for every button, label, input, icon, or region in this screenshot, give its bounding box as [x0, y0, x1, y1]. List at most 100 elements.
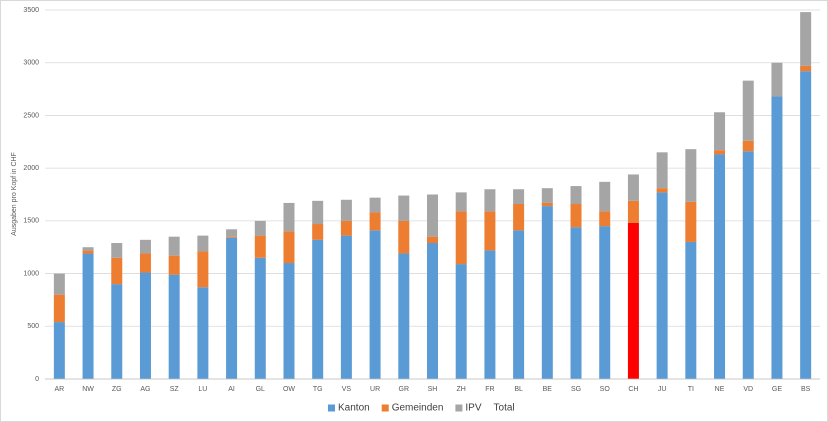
bar-segment — [484, 211, 496, 251]
bar-segment — [627, 222, 639, 379]
x-tick-label: CH — [628, 386, 638, 393]
y-tick-label: 0 — [35, 376, 39, 383]
x-tick-label: GL — [256, 386, 265, 393]
bar-segment — [254, 257, 266, 379]
bar-segment — [53, 322, 65, 379]
legend-label: Kanton — [338, 403, 370, 414]
bar-segment — [369, 212, 381, 231]
bar-segment — [570, 227, 582, 379]
x-tick-label: ZH — [457, 386, 466, 393]
bar-segment — [111, 242, 123, 258]
bar-segment — [800, 71, 812, 380]
bar-segment — [484, 189, 496, 212]
bar-segment — [197, 251, 209, 288]
x-tick-label: AI — [228, 386, 235, 393]
x-tick-label: NE — [715, 386, 725, 393]
x-tick-label: OW — [283, 386, 295, 393]
bar-segment — [685, 149, 697, 202]
y-tick-label: 3000 — [23, 60, 39, 67]
x-tick-label: TG — [313, 386, 323, 393]
bar-segment — [771, 62, 783, 97]
bar-segment — [800, 65, 812, 72]
bar-segment — [226, 236, 238, 238]
bar-segment — [656, 192, 668, 379]
bar-segment — [197, 235, 209, 252]
bar-segment — [53, 294, 65, 323]
bar-segment — [742, 80, 754, 141]
x-tick-label: VD — [743, 386, 753, 393]
bar-segment — [139, 239, 151, 254]
x-tick-label: AR — [54, 386, 64, 393]
x-tick-label: SG — [571, 386, 581, 393]
bar-segment — [398, 220, 410, 254]
bar-segment — [427, 242, 438, 379]
bar-segment — [541, 206, 553, 379]
legend-swatch — [455, 404, 463, 412]
x-tick-label: SZ — [170, 386, 180, 393]
x-tick-label: GE — [772, 386, 782, 393]
legend-swatch — [328, 404, 335, 412]
bar-segment — [312, 200, 324, 225]
x-tick-label: BS — [801, 386, 811, 393]
bar-segment — [455, 264, 467, 379]
bar-segment — [139, 253, 151, 273]
bar-segment — [800, 12, 812, 66]
bar-segment — [714, 112, 726, 151]
x-tick-label: TI — [688, 386, 694, 393]
bar-segment — [283, 263, 295, 379]
x-tick-label: LU — [198, 386, 207, 393]
bar-segment — [168, 255, 180, 275]
bar-segment — [541, 188, 553, 203]
bar-segment — [139, 272, 151, 379]
x-tick-label: FR — [485, 386, 494, 393]
bar-segment — [685, 201, 697, 242]
bar-segment — [82, 250, 94, 254]
legend-label: Gemeinden — [392, 403, 444, 414]
bar-segment — [340, 199, 352, 221]
bar-segment — [82, 247, 94, 251]
x-tick-label: BL — [514, 386, 523, 393]
bar-segment — [455, 192, 467, 212]
bar-segment — [427, 236, 438, 243]
bar-segment — [111, 257, 123, 285]
bar-segment — [484, 250, 496, 379]
bar-segment — [168, 274, 180, 379]
y-tick-label: 1500 — [23, 218, 39, 225]
legend-swatch — [381, 404, 389, 412]
y-tick-label: 500 — [27, 323, 39, 330]
x-tick-label: BE — [543, 386, 553, 393]
bar-segment — [82, 253, 94, 379]
bar-segment — [168, 236, 180, 256]
bar-segment — [599, 211, 611, 227]
x-tick-label: AG — [140, 386, 150, 393]
bar-segment — [513, 189, 525, 204]
x-tick-label: JU — [658, 386, 667, 393]
bar-segment — [685, 241, 697, 379]
x-tick-label: ZG — [112, 386, 122, 393]
bar-segment — [254, 220, 266, 236]
bar-segment — [513, 230, 525, 379]
bar-segment — [541, 202, 553, 207]
bar-segment — [398, 195, 410, 221]
bar-segment — [197, 287, 209, 379]
bar-segment — [599, 226, 611, 379]
bar-segment — [312, 224, 324, 240]
legend-label: Total — [494, 403, 515, 414]
x-tick-label: SH — [428, 386, 438, 393]
x-tick-label: VS — [342, 386, 352, 393]
x-tick-label: UR — [370, 386, 380, 393]
bar-segment — [283, 231, 295, 264]
bar-segment — [627, 200, 639, 223]
bar-segment — [570, 203, 582, 228]
bar-segment — [513, 203, 525, 231]
bar-segment — [398, 253, 410, 379]
x-tick-label: NW — [82, 386, 94, 393]
bar-segment — [714, 150, 726, 155]
bar-segment — [771, 96, 783, 380]
bar-segment — [369, 197, 381, 213]
bar-segment — [111, 284, 123, 379]
bar-segment — [627, 174, 639, 201]
bar-segment — [455, 211, 467, 265]
y-tick-label: 2000 — [23, 165, 39, 172]
